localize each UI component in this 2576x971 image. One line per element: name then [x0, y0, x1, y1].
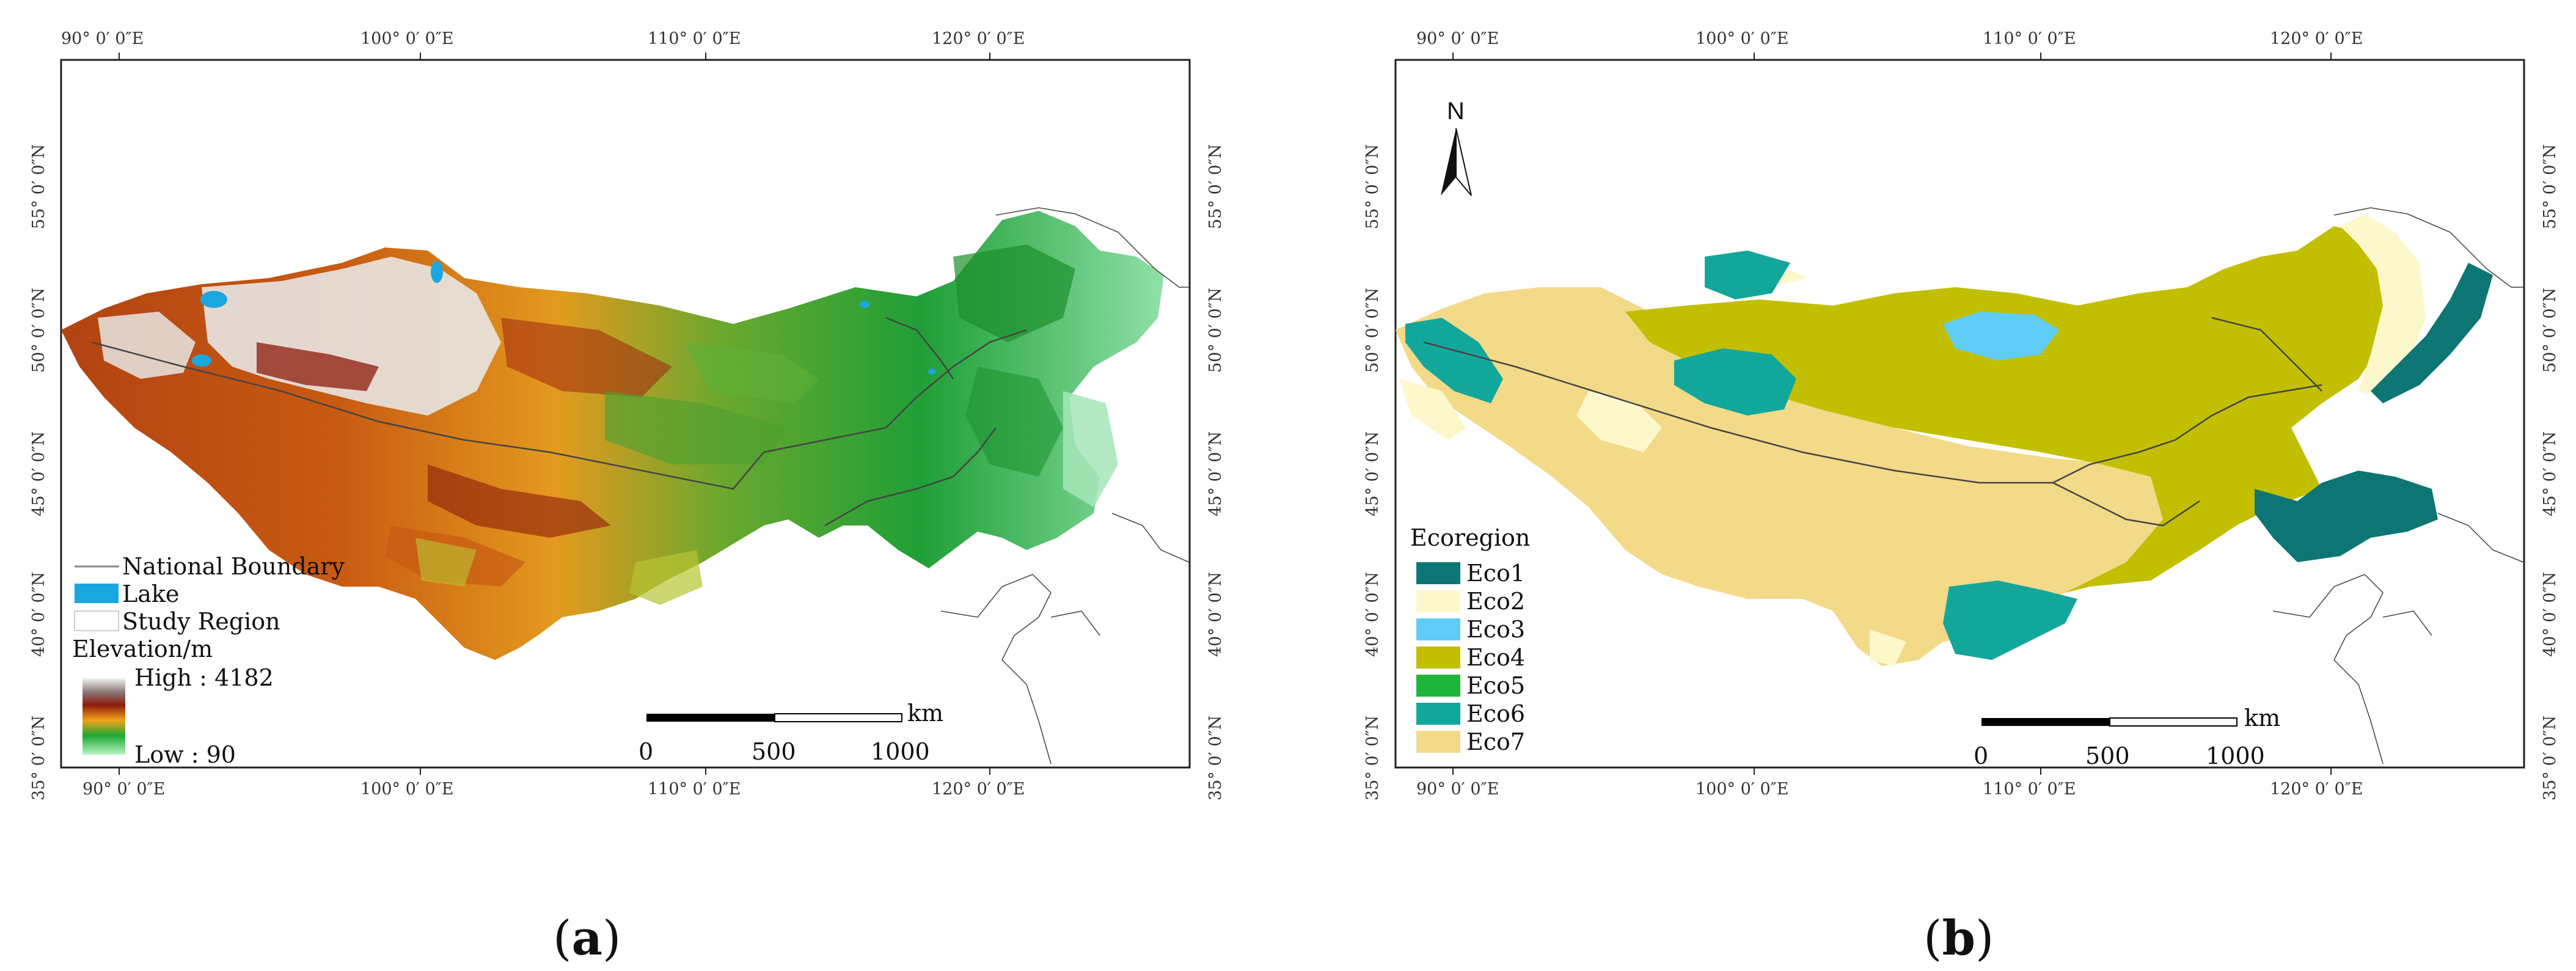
legend-swatch-eco4 — [1416, 647, 1460, 669]
legend-national-boundary: National Boundary — [122, 553, 345, 580]
lon-label-top-a-120: 120° 0′ 0″E — [932, 29, 1025, 48]
lat-label-right-a-45: 45° 0′ 0″N — [1206, 431, 1225, 516]
lon-label-bottom-a-90: 90° 0′ 0″E — [82, 780, 165, 799]
legend-a: National Boundary Lake Study Region Elev… — [72, 553, 345, 768]
lat-label-left-a-55: 55° 0′ 0″N — [29, 144, 48, 229]
scale-tick-b-1000: 1000 — [2206, 742, 2265, 769]
lat-label-right-a-55: 55° 0′ 0″N — [1206, 144, 1225, 229]
caption-b: (b) — [1923, 911, 1994, 966]
lake-swatch — [75, 584, 119, 603]
lat-label-right-b-45: 45° 0′ 0″N — [2541, 431, 2560, 516]
caption-a: (a) — [553, 911, 621, 966]
legend-swatch-eco3 — [1416, 618, 1460, 640]
north-arrow-icon — [1441, 128, 1456, 196]
lat-label-left-b-50: 50° 0′ 0″N — [1363, 288, 1382, 373]
lon-label-top-b-100: 100° 0′ 0″E — [1696, 29, 1788, 48]
north-label: N — [1447, 98, 1465, 125]
scale-bar-a: km 0 500 1000 — [639, 700, 943, 765]
top-lon-ticks-a: 90° 0′ 0″E 100° 0′ 0″E 110° 0′ 0″E 120° … — [61, 29, 1025, 60]
lat-label-right-b-35: 35° 0′ 0″N — [2541, 716, 2560, 801]
lon-label-top-b-110: 110° 0′ 0″E — [1983, 29, 2076, 48]
legend-label-eco1: Eco1 — [1466, 560, 1525, 587]
scale-tick-a-1000: 1000 — [871, 738, 930, 765]
legend-b-title: Ecoregion — [1410, 524, 1530, 551]
eco7-region — [1396, 287, 2175, 666]
legend-label-eco3: Eco3 — [1466, 616, 1525, 643]
lon-label-top-a-90: 90° 0′ 0″E — [61, 29, 144, 48]
panel-a-map: National Boundary Lake Study Region Elev… — [29, 29, 1225, 966]
lat-label-right-a-40: 40° 0′ 0″N — [1206, 572, 1225, 657]
north-arrow: N — [1441, 98, 1472, 196]
lon-label-bottom-a-110: 110° 0′ 0″E — [648, 780, 741, 799]
top-lon-ticks-b: 90° 0′ 0″E 100° 0′ 0″E 110° 0′ 0″E 120° … — [1416, 29, 2363, 60]
lat-label-right-b-55: 55° 0′ 0″N — [2541, 144, 2560, 229]
lon-label-bottom-a-120: 120° 0′ 0″E — [932, 780, 1025, 799]
lat-label-left-b-40: 40° 0′ 0″N — [1363, 572, 1382, 657]
lat-label-left-a-45: 45° 0′ 0″N — [29, 431, 48, 516]
lat-label-left-b-45: 45° 0′ 0″N — [1363, 431, 1382, 516]
scale-unit-a: km — [907, 700, 943, 727]
lat-label-left-a-50: 50° 0′ 0″N — [29, 288, 48, 373]
eco1-region-northeast — [2371, 263, 2493, 403]
eco6-region-south — [1943, 581, 2077, 660]
lat-label-right-b-40: 40° 0′ 0″N — [2541, 572, 2560, 657]
legend-swatch-eco2 — [1416, 590, 1460, 612]
bottom-lon-ticks-a: 90° 0′ 0″E 100° 0′ 0″E 110° 0′ 0″E 120° … — [82, 768, 1025, 799]
lon-label-bottom-b-100: 100° 0′ 0″E — [1696, 780, 1788, 799]
eco2-region-east — [2340, 214, 2426, 397]
legend-label-eco4: Eco4 — [1466, 644, 1525, 671]
lon-label-bottom-b-120: 120° 0′ 0″E — [2270, 780, 2363, 799]
lat-label-right-a-50: 50° 0′ 0″N — [1206, 288, 1225, 373]
lat-label-right-b-50: 50° 0′ 0″N — [2541, 288, 2560, 373]
legend-elevation-high: High : 4182 — [134, 664, 274, 691]
legend-label-eco7: Eco7 — [1466, 728, 1525, 755]
lon-label-top-a-110: 110° 0′ 0″E — [648, 29, 741, 48]
scale-tick-b-500: 500 — [2085, 742, 2130, 769]
eco6-region-west — [1674, 348, 1796, 416]
lon-label-bottom-b-90: 90° 0′ 0″E — [1416, 780, 1499, 799]
lake-shape — [200, 291, 227, 308]
legend-lake: Lake — [122, 581, 179, 607]
study-region-swatch — [74, 610, 119, 631]
lon-label-top-a-100: 100° 0′ 0″E — [360, 29, 453, 48]
legend-elevation-low: Low : 90 — [134, 741, 236, 768]
lat-label-left-b-35: 35° 0′ 0″N — [1363, 716, 1382, 801]
lon-label-top-b-90: 90° 0′ 0″E — [1416, 29, 1499, 48]
lat-label-left-a-40: 40° 0′ 0″N — [29, 572, 48, 657]
eco4-region — [1625, 226, 2401, 593]
lat-label-left-a-35: 35° 0′ 0″N — [29, 716, 48, 801]
scale-bar-b: km 0 500 1000 — [1974, 705, 2280, 769]
bottom-lon-ticks-b: 90° 0′ 0″E 100° 0′ 0″E 110° 0′ 0″E 120° … — [1416, 768, 2363, 799]
panel-b-map: N Ecoregion Eco1Eco2Eco3Eco4Eco5Eco6Eco7… — [1363, 29, 2560, 966]
scale-unit-b: km — [2244, 705, 2280, 731]
lat-label-right-a-35: 35° 0′ 0″N — [1206, 716, 1225, 801]
scale-tick-a-0: 0 — [639, 738, 653, 765]
legend-label-eco5: Eco5 — [1466, 672, 1525, 699]
lon-label-bottom-b-110: 110° 0′ 0″E — [1983, 780, 2076, 799]
lat-labels-b: 35° 0′ 0″N 40° 0′ 0″N 45° 0′ 0″N 50° 0′ … — [1363, 144, 2560, 801]
lon-label-top-b-120: 120° 0′ 0″E — [2270, 29, 2363, 48]
legend-label-eco2: Eco2 — [1466, 588, 1525, 615]
legend-swatch-eco1 — [1416, 562, 1460, 584]
lon-label-bottom-a-100: 100° 0′ 0″E — [360, 780, 453, 799]
scale-tick-a-500: 500 — [752, 738, 796, 765]
lat-label-left-b-55: 55° 0′ 0″N — [1363, 144, 1382, 229]
legend-swatch-eco7 — [1416, 731, 1460, 753]
eco3-region — [1943, 312, 2059, 361]
legend-label-eco6: Eco6 — [1466, 700, 1525, 727]
lat-labels-a: 35° 0′ 0″N 40° 0′ 0″N 45° 0′ 0″N 50° 0′ … — [29, 144, 1225, 801]
eco1-region-southeast — [2255, 471, 2438, 562]
legend-swatch-eco5 — [1416, 675, 1460, 697]
elevation-colorbar — [82, 678, 125, 755]
legend-study-region: Study Region — [122, 608, 280, 635]
legend-elevation-title: Elevation/m — [72, 636, 213, 662]
scale-tick-b-0: 0 — [1974, 742, 1988, 769]
legend-swatch-eco6 — [1416, 703, 1460, 725]
